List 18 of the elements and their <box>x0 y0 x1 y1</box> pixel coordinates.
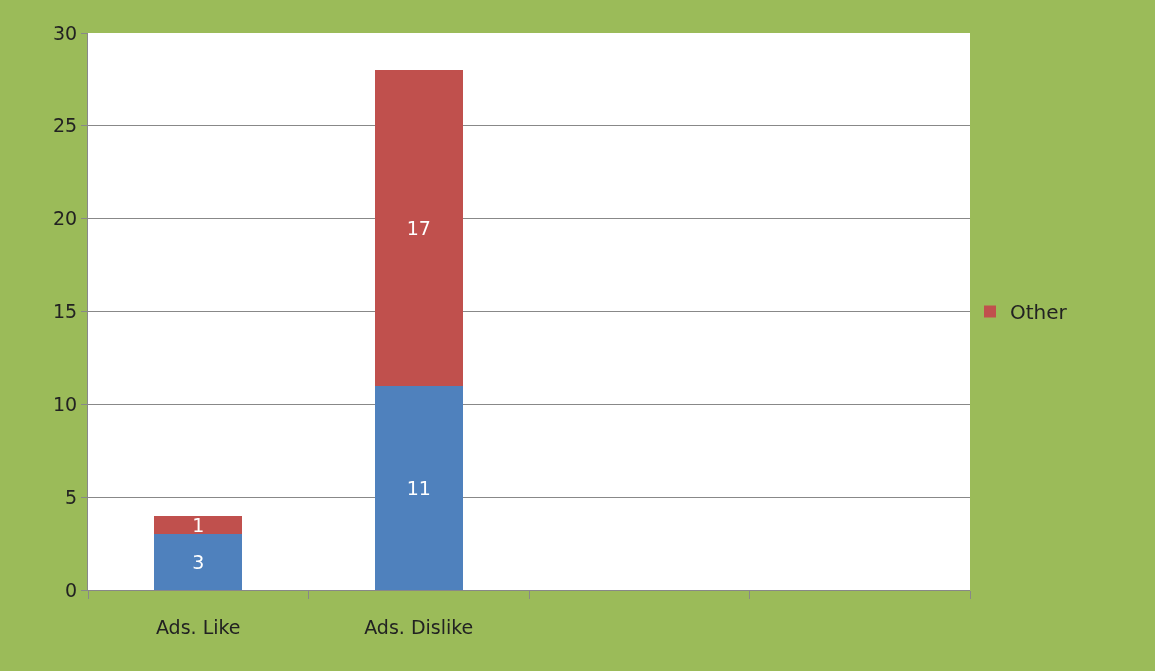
y-tick-label: 30 <box>53 21 78 44</box>
y-tick-label: 10 <box>53 392 78 415</box>
data-label: 1 <box>192 514 205 537</box>
data-label: 3 <box>192 551 205 574</box>
data-label: 11 <box>406 476 431 499</box>
y-tick-label: 0 <box>65 578 78 601</box>
y-tick-label: 5 <box>65 485 78 508</box>
bar <box>374 385 463 590</box>
bar <box>154 515 243 535</box>
x-tick-label: Ads. Like <box>155 615 241 638</box>
data-label: 17 <box>406 216 431 239</box>
y-tick-label: 15 <box>53 300 78 323</box>
y-tick-label: 20 <box>53 207 78 230</box>
bar <box>154 534 243 590</box>
x-tick-label: Ads. Dislike <box>364 615 474 638</box>
legend-label: Other <box>1010 300 1068 325</box>
y-tick-label: 25 <box>53 114 78 137</box>
bar <box>374 70 463 386</box>
